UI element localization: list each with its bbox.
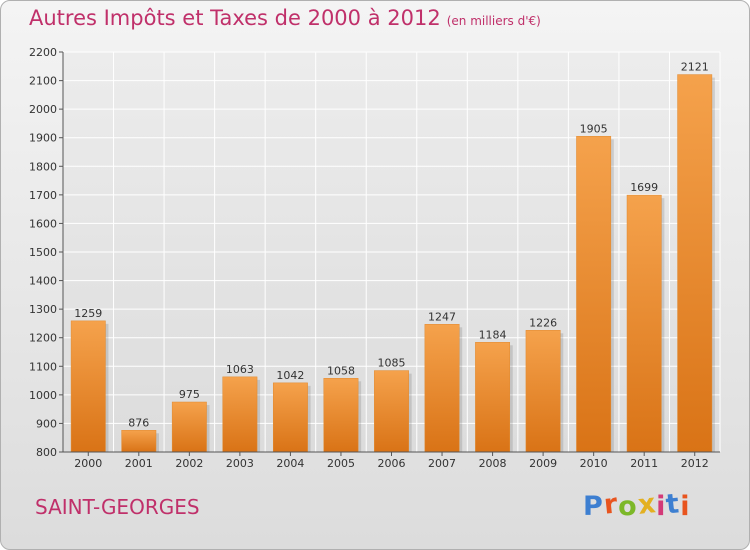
x-tick-label: 2001 [125, 457, 153, 470]
chart-title: Autres Impôts et Taxes de 2000 à 2012 (en… [29, 6, 541, 30]
bar [525, 330, 561, 453]
data-label: 1085 [378, 357, 406, 370]
data-label: 2121 [681, 61, 709, 74]
y-tick-label: 1700 [29, 189, 57, 202]
proxiti-logo: Proxiti [583, 488, 691, 522]
bar [323, 378, 359, 453]
data-label: 1184 [479, 328, 507, 341]
x-tick-label: 2004 [276, 457, 304, 470]
x-tick-label: 2002 [175, 457, 203, 470]
bar [121, 430, 157, 453]
y-tick-label: 2100 [29, 75, 57, 88]
bar [70, 320, 106, 453]
data-label: 1905 [580, 122, 608, 135]
y-tick-label: 1600 [29, 217, 57, 230]
y-tick-label: 1000 [29, 389, 57, 402]
bar [626, 194, 662, 453]
x-tick-label: 2012 [681, 457, 709, 470]
logo-letter: i [680, 491, 691, 522]
y-tick-label: 2200 [29, 46, 57, 59]
x-tick-label: 2009 [529, 457, 557, 470]
chart-title-text: Autres Impôts et Taxes de 2000 à 2012 [29, 6, 441, 30]
y-tick-label: 1800 [29, 160, 57, 173]
x-tick-label: 2008 [479, 457, 507, 470]
bar [272, 382, 308, 453]
bars: 1259 876 975 1063 1042 1058 1085 1247 1184 1226 19… [70, 61, 715, 453]
y-tick-label: 1300 [29, 303, 57, 316]
axes: 800 900 1000 1100 1200 1300 1400 1500 1600 1700 18… [29, 46, 720, 470]
y-tick-label: 1100 [29, 360, 57, 373]
x-tick-label: 2003 [226, 457, 254, 470]
data-label: 1699 [630, 181, 658, 194]
logo-letter: o [618, 491, 638, 522]
data-label: 975 [179, 388, 200, 401]
y-tick-label: 1900 [29, 132, 57, 145]
chart-subtitle: (en milliers d'€) [446, 14, 541, 28]
commune-name: SAINT-GEORGES [35, 495, 200, 519]
x-tick-label: 2000 [74, 457, 102, 470]
logo-letter: i [656, 491, 667, 522]
bar [475, 342, 511, 453]
x-tick-label: 2010 [580, 457, 608, 470]
x-tick-label: 2007 [428, 457, 456, 470]
y-tick-label: 1200 [29, 332, 57, 345]
bar [374, 370, 409, 453]
x-tick-label: 2005 [327, 457, 355, 470]
y-tick-label: 900 [36, 417, 57, 430]
y-tick-label: 1400 [29, 275, 57, 288]
y-tick-label: 1500 [29, 246, 57, 259]
bar [576, 136, 612, 453]
logo-letter: P [583, 491, 604, 522]
data-label: 876 [128, 416, 149, 429]
bar [222, 376, 258, 453]
logo-letter: r [602, 488, 620, 521]
y-tick-label: 800 [36, 446, 57, 459]
bar [424, 324, 460, 453]
bar [677, 74, 713, 453]
data-label: 1063 [226, 363, 254, 376]
x-tick-label: 2006 [378, 457, 406, 470]
x-tick-label: 2011 [630, 457, 658, 470]
y-tick-label: 2000 [29, 103, 57, 116]
data-label: 1259 [74, 307, 102, 320]
bar [171, 401, 207, 453]
logo-letter: x [636, 488, 658, 521]
data-label: 1226 [529, 316, 557, 329]
data-label: 1042 [276, 369, 304, 382]
data-label: 1058 [327, 364, 355, 377]
data-label: 1247 [428, 310, 456, 323]
